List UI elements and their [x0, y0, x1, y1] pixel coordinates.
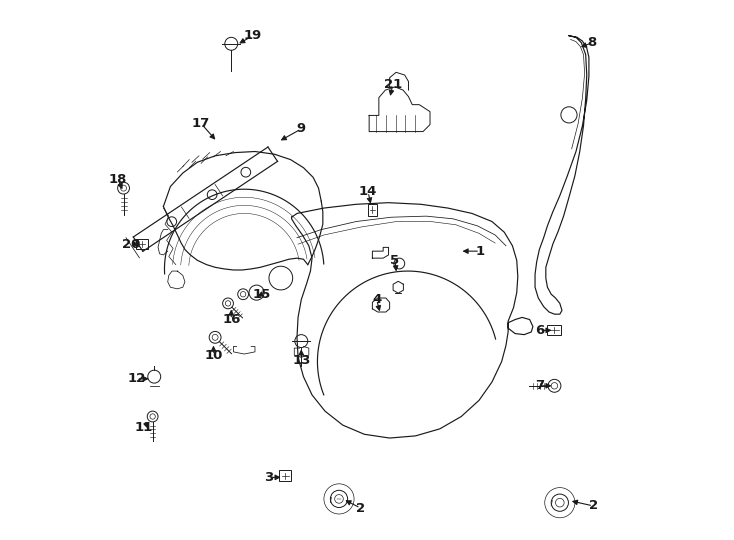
Bar [368, 204, 377, 215]
Text: 16: 16 [222, 313, 241, 326]
Text: 3: 3 [264, 471, 274, 484]
Bar [279, 470, 291, 481]
Text: 17: 17 [192, 117, 210, 130]
Bar [548, 326, 562, 335]
Text: 19: 19 [244, 29, 262, 42]
Text: 9: 9 [297, 123, 306, 136]
Text: 7: 7 [535, 379, 544, 392]
Text: 5: 5 [390, 254, 399, 267]
Text: 21: 21 [384, 78, 402, 91]
Text: 1: 1 [476, 245, 484, 258]
Text: 2: 2 [356, 502, 365, 515]
Text: 18: 18 [109, 173, 128, 186]
Text: 4: 4 [372, 293, 382, 306]
Text: 10: 10 [204, 349, 222, 362]
Text: 6: 6 [535, 324, 544, 337]
Text: 12: 12 [128, 372, 145, 386]
Text: 11: 11 [134, 421, 153, 434]
Bar [136, 239, 148, 249]
Text: 20: 20 [122, 238, 140, 251]
Text: 2: 2 [589, 500, 597, 512]
Text: 8: 8 [587, 36, 597, 49]
Text: 15: 15 [252, 288, 271, 301]
Text: 14: 14 [359, 185, 377, 198]
Text: 13: 13 [292, 354, 310, 367]
